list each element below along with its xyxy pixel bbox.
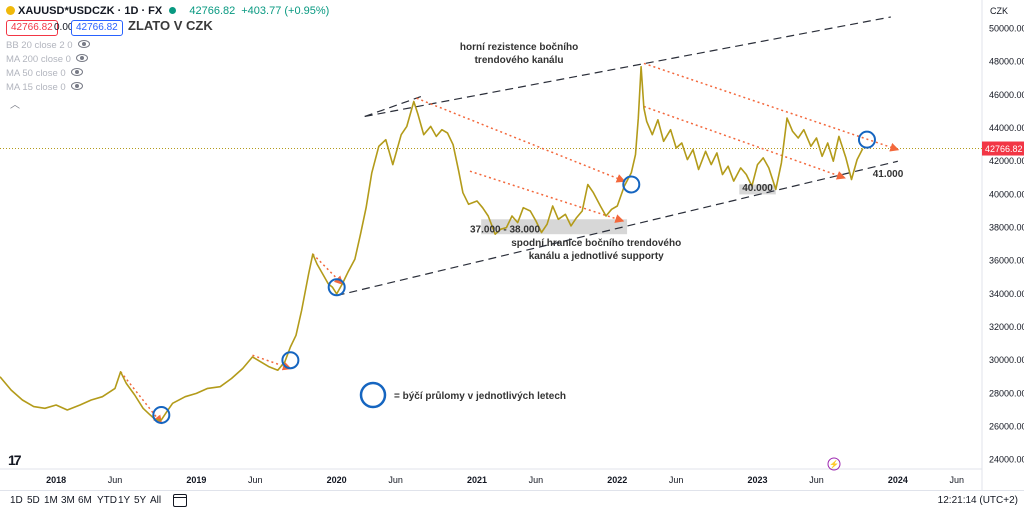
legend-text: = býčí průlomy v jednotlivých letech [394,390,566,402]
indicator-ma15[interactable]: MA 15 close 0 [6,82,83,93]
last-price-marker [982,141,1024,156]
indicator-bb[interactable]: BB 20 close 2 0 [6,40,90,51]
eye-icon[interactable] [70,68,83,76]
timeframe-1d[interactable]: 1D [10,495,23,506]
x-tick-label: 2019 [186,475,206,485]
annotation-text: horní rezistence bočního [460,42,578,53]
x-tick-label: Jun [248,475,263,485]
breakout-circle [152,405,171,424]
x-tick-label: 2021 [467,475,487,485]
x-tick-label: 2020 [327,475,347,485]
resistance-arrow [120,371,163,425]
x-tick-label: 2022 [607,475,627,485]
eye-icon[interactable] [77,40,90,48]
lightning-glyph: ⚡ [829,459,839,469]
y-tick-label: 36000.00 [989,256,1024,266]
eye-icon[interactable] [75,54,88,62]
price-change: +403.77 (+0.95%) [241,5,330,17]
indicator-label: MA 50 close 0 [6,68,66,79]
buy-price-box[interactable]: 42766.82 [71,20,123,36]
y-tick-label: 34000.00 [989,289,1024,299]
x-tick-label: Jun [949,475,964,485]
calendar-icon[interactable] [173,494,187,507]
timeframe-3m[interactable]: 3M [61,495,75,506]
indicator-ma50[interactable]: MA 50 close 0 [6,68,83,79]
gold-coin-icon [6,6,15,15]
legend-breakout-circle [359,381,387,409]
indicator-label: MA 15 close 0 [6,82,66,93]
y-tick-label: 44000.00 [989,123,1024,133]
x-tick-label: Jun [669,475,684,485]
resistance-arrow [643,105,846,180]
x-tick-label: Jun [529,475,544,485]
indicator-label: MA 200 close 0 [6,54,71,65]
timeframe-all[interactable]: All [150,495,162,506]
last-price: 42766.82 [189,5,236,17]
tradingview-logo-icon: 17 [8,452,22,468]
sell-price-box[interactable]: 42766.82 [6,20,58,36]
y-tick-label: 24000.00 [989,455,1024,465]
y-tick-label: 30000.00 [989,355,1024,365]
y-tick-label: 38000.00 [989,223,1024,233]
market-open-dot-icon [169,7,177,14]
timeframe-5d[interactable]: 5D [27,495,40,506]
annotation-text: kanálu a jednotlivé supporty [529,251,664,262]
trend-channel-lower [336,160,898,297]
symbol-header: XAUUSD*USDCZK · 1D · FX 42766.82 +403.77 … [6,5,329,17]
eye-icon[interactable] [70,82,83,90]
resistance-arrow [469,170,625,223]
currency-label: CZK [990,6,1008,16]
x-tick-label: 2023 [748,475,768,485]
breakout-circle [857,130,876,149]
chevron-up-icon[interactable]: ︿ [10,100,20,111]
y-tick-label: 46000.00 [989,90,1024,100]
trend-channel-top-segment [364,96,422,118]
trend-channel-upper [364,16,891,118]
annotation-text: trendového kanálu [475,55,564,66]
support-zone [739,184,776,195]
symbol-name[interactable]: XAUUSD*USDCZK · 1D · FX [18,5,163,17]
resistance-arrow [416,97,626,183]
spread-value: 0.00 [54,22,74,33]
breakout-circle [327,278,346,297]
y-tick-label: 40000.00 [989,189,1024,199]
x-tick-label: 2024 [888,475,908,485]
last-price-label: 42766.82 [985,144,1023,154]
breakout-circle [281,351,300,370]
timeframe-1m[interactable]: 1M [44,495,58,506]
annotation-level: 41.000 [873,169,904,180]
resistance-arrow [252,354,292,371]
y-tick-label: 48000.00 [989,57,1024,67]
resistance-arrow [312,253,344,286]
timeframe-1y[interactable]: 1Y [118,495,131,506]
y-tick-label: 26000.00 [989,422,1024,432]
timeframe-ytd[interactable]: YTD [97,495,117,506]
annotation-level: 37.000 - 38.000 [470,225,540,236]
chart-title: ZLATO V CZK [128,18,213,33]
annotation-level: 40.000 [742,183,773,194]
lightning-icon [827,457,841,471]
y-tick-label: 42000.00 [989,156,1024,166]
x-tick-label: Jun [388,475,403,485]
bottom-toolbar [0,490,1024,513]
annotation-text: spodní hranice bočního trendového [511,238,681,249]
x-tick-label: Jun [108,475,123,485]
indicator-label: BB 20 close 2 0 [6,40,73,51]
x-tick-label: Jun [809,475,824,485]
x-tick-label: 2018 [46,475,66,485]
y-tick-label: 28000.00 [989,388,1024,398]
indicator-ma200[interactable]: MA 200 close 0 [6,54,88,65]
breakout-circle [622,175,641,194]
timeframe-5y[interactable]: 5Y [134,495,147,506]
price-series-line [0,65,864,421]
y-tick-label: 50000.00 [989,24,1024,34]
timeframe-6m[interactable]: 6M [78,495,92,506]
clock: 12:21:14 (UTC+2) [937,495,1018,506]
y-tick-label: 32000.00 [989,322,1024,332]
